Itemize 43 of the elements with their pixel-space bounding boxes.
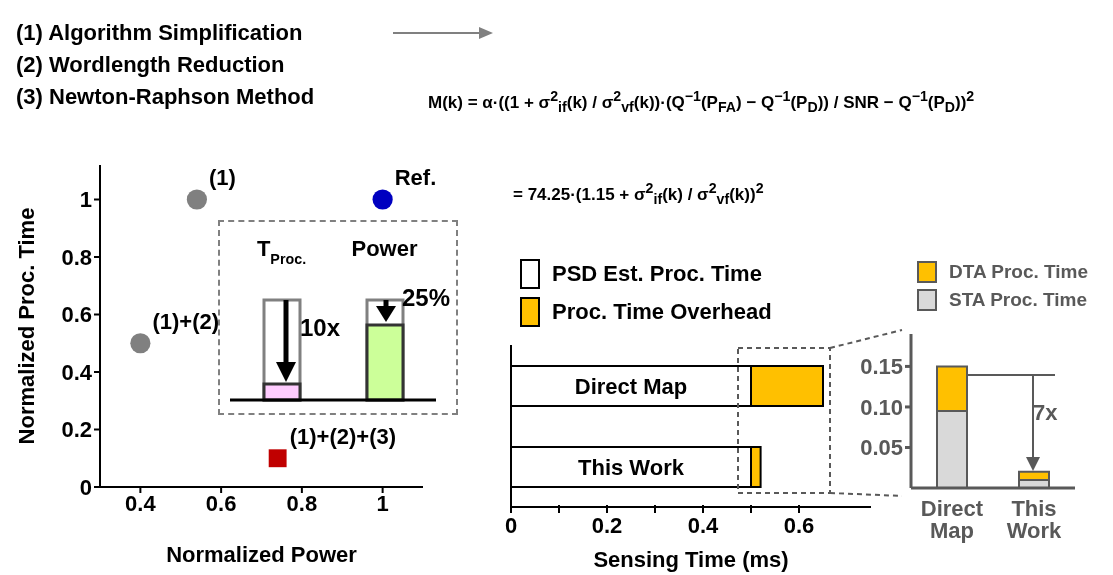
text: (3) Newton-Raphson Method <box>16 84 315 110</box>
annotation: 25% <box>402 284 451 312</box>
x-tick-label: 0 <box>504 513 518 538</box>
series-label: (1) <box>208 165 236 191</box>
text: (2) Wordlength Reduction <box>16 52 285 78</box>
x-tick-label: Direct Map <box>920 495 984 543</box>
point <box>186 189 207 210</box>
point <box>130 333 151 354</box>
x-tick-label: Power <box>351 236 418 261</box>
legend-label: Proc. Time Overhead <box>551 298 772 326</box>
annotation: 10x <box>300 314 341 342</box>
y-axis-title: Normalized Proc. Time <box>13 207 39 445</box>
y-tick-label: 0.4 <box>61 359 93 385</box>
x-tick-label: 1 <box>376 490 389 516</box>
y-tick-label: 0.10 <box>860 394 903 420</box>
y-tick-label: 0.6 <box>61 302 92 328</box>
y-tick-label: 0 <box>79 474 92 500</box>
x-tick-label: T$_{Proc.}$ <box>256 236 307 267</box>
text: (1) Algorithm Simplification <box>16 20 303 46</box>
legend-label: DTA Proc. Time <box>948 260 1089 284</box>
point <box>372 189 393 210</box>
x-tick-label: 0.4 <box>125 490 157 516</box>
x-tick-label: 0.6 <box>783 513 815 538</box>
x-tick-label: 0.4 <box>687 513 720 538</box>
point <box>268 449 287 468</box>
series-label: Ref. <box>394 165 437 191</box>
y-tick-label: 0.15 <box>860 354 903 380</box>
series-label: (1)+(2)+(3) <box>289 424 397 450</box>
x-tick-label: 0.8 <box>286 490 318 516</box>
y-tick-label: 0.05 <box>860 435 903 461</box>
x-axis-title: Sensing Time (ms) <box>593 547 789 572</box>
y-tick-label: 1 <box>79 187 92 213</box>
y-tick-label: 0.2 <box>61 417 92 443</box>
legend-label: PSD Est. Proc. Time <box>551 260 763 288</box>
x-tick-label: 0.6 <box>205 490 237 516</box>
x-tick-label: This Work <box>1006 495 1063 543</box>
annotation: 7x <box>1033 400 1058 426</box>
text: = 74.25·(1.15 + σ$^{2}$$_{if}$(k) / σ$^{2}$$_{vf}$(k))$^{2}$ <box>513 180 764 208</box>
series-label: (1)+(2) <box>152 309 220 335</box>
text: M(k) = α·((1 + σ$^{2}$$_{if}$(k) / σ$^{2}$$_{vf}$(k))·(Q$^{−1}$(P$_{FA}$) − Q$^{−1}$(P$_{D}$)) / SNR − Q$^{−1}$(P$_{D}$))$^{2}$ <box>428 88 975 116</box>
x-axis-title: Normalized Power <box>166 542 358 567</box>
legend-label: STA Proc. Time <box>948 288 1088 312</box>
x-tick-label: 0.2 <box>591 513 623 538</box>
